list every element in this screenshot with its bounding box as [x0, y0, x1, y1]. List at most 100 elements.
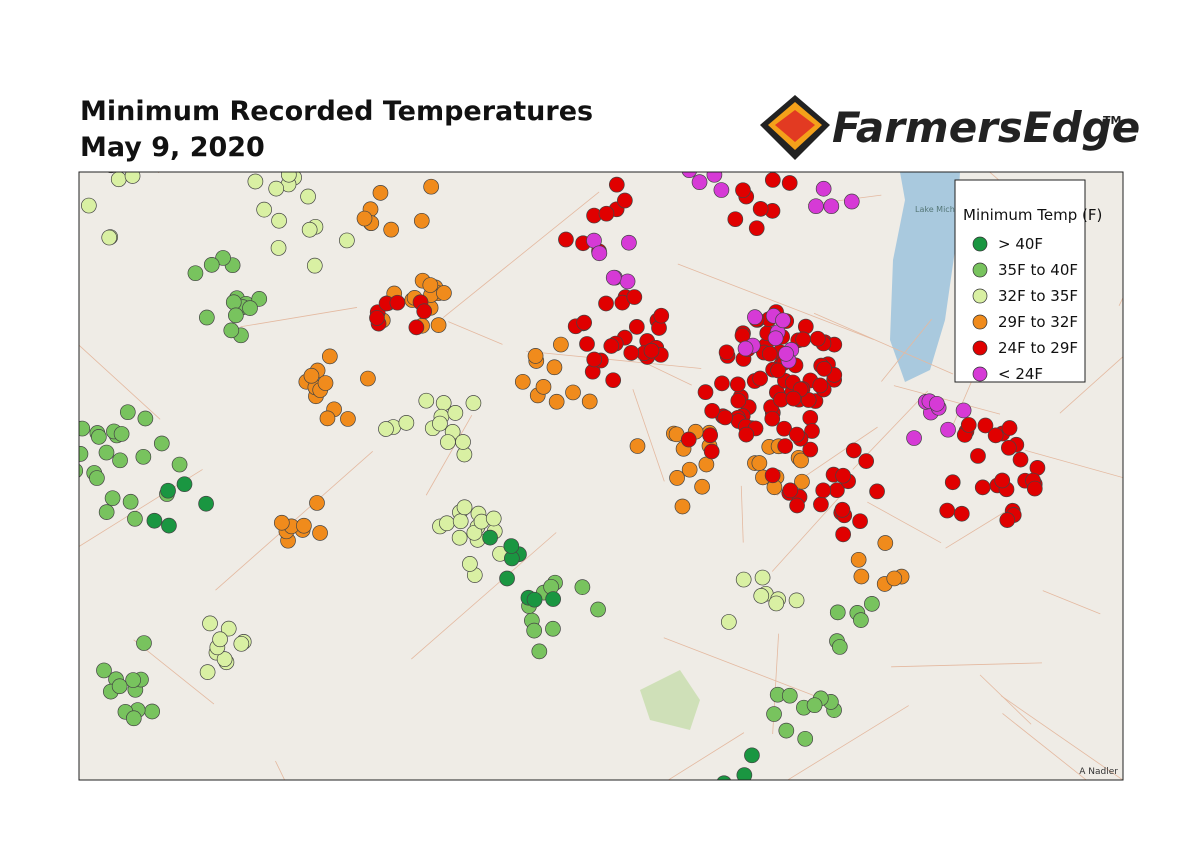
station-dot [558, 231, 574, 248]
station-dot [598, 295, 614, 312]
station-dot [96, 662, 112, 679]
station-dot [753, 588, 770, 604]
station-dot [199, 664, 216, 680]
station-dot [447, 405, 464, 421]
station-dot [430, 317, 447, 333]
station-dot [869, 483, 885, 500]
station-dot [423, 178, 439, 195]
station-dot [545, 591, 561, 607]
station-dot [372, 185, 389, 201]
road [275, 760, 286, 780]
station-dot [603, 338, 620, 354]
station-dot [271, 212, 287, 229]
station-dot [767, 330, 784, 347]
road [813, 312, 954, 375]
station-dot [212, 631, 228, 648]
legend-swatch [972, 314, 988, 330]
map-frame [78, 171, 1124, 781]
station-dot [853, 568, 870, 585]
station-dot [789, 497, 805, 514]
station-dot [735, 182, 751, 199]
station-dot [440, 434, 456, 450]
station-dot [499, 570, 515, 587]
logo: FarmersEdge TM [760, 95, 1140, 160]
station-dot [1026, 480, 1043, 497]
station-dot [747, 309, 763, 325]
station-dot [187, 265, 204, 282]
station-dot [730, 392, 747, 409]
station-dot [858, 453, 875, 469]
station-dot [312, 525, 328, 541]
legend: Minimum Temp (F) > 40F 35F to 40F 32F to 3… [954, 179, 1102, 383]
station-dot [413, 212, 430, 229]
station-dot [339, 232, 355, 249]
station-dot [781, 175, 798, 191]
station-dot [691, 174, 708, 190]
station-dot [432, 415, 448, 432]
station-dot [176, 476, 193, 493]
station-dot [317, 375, 334, 391]
station-dot [617, 192, 633, 209]
station-dot [203, 257, 220, 273]
road [79, 344, 161, 420]
station-dot [775, 312, 791, 329]
station-dot [751, 455, 768, 471]
station-dot [843, 193, 860, 210]
station-dot [247, 173, 264, 190]
station-dot [125, 672, 141, 688]
station-dot [306, 257, 323, 274]
station-dot [929, 395, 945, 412]
station-dot [574, 579, 591, 595]
station-dot [778, 722, 795, 739]
station-dot [527, 348, 544, 364]
station-dot [104, 490, 121, 507]
station-dot [90, 429, 107, 445]
map: Lake Michigan [79, 172, 1123, 780]
station-dot [270, 240, 287, 256]
station-dot [605, 372, 622, 389]
station-dot [124, 172, 141, 184]
station-dot [626, 289, 643, 305]
station-dot [766, 706, 782, 722]
station-dot [101, 229, 118, 246]
road [663, 637, 841, 707]
station-dot [697, 384, 714, 401]
station-dot [1012, 451, 1029, 468]
station-dot [944, 474, 961, 491]
station-dot [994, 472, 1011, 489]
station-dot [301, 221, 318, 238]
station-dot [161, 517, 177, 534]
road [667, 732, 745, 780]
station-dot [623, 345, 640, 361]
station-dot [113, 426, 130, 442]
station-dot [788, 426, 805, 443]
road [771, 495, 841, 572]
station-dot [586, 351, 603, 368]
road [411, 532, 557, 660]
station-dot [581, 393, 598, 410]
station-dot [802, 409, 819, 426]
station-dot [725, 779, 732, 780]
station-dot [273, 514, 290, 531]
station-dot [545, 620, 561, 637]
station-dot [939, 502, 956, 519]
legend-swatch [972, 366, 988, 382]
station-dot [579, 336, 595, 352]
station-dot [694, 478, 710, 495]
station-dot [435, 395, 452, 411]
station-dot [398, 414, 415, 431]
station-dot [526, 622, 543, 639]
station-dot [360, 370, 376, 387]
station-dot [829, 604, 846, 621]
station-dot [877, 535, 894, 551]
station-dot [369, 310, 385, 326]
station-dot [737, 340, 754, 357]
station-dot [125, 710, 142, 727]
station-dot [452, 513, 469, 530]
station-dot [89, 470, 105, 486]
station-dot [319, 410, 336, 427]
station-dot [591, 245, 608, 262]
legend-swatch [972, 262, 988, 278]
station-dot [777, 438, 794, 454]
